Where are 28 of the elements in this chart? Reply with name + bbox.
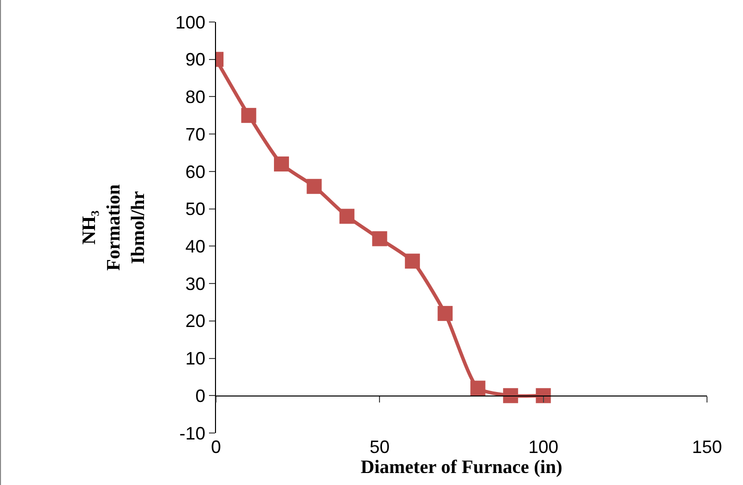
point [372, 231, 388, 246]
y-tick-label: 40 [185, 236, 206, 256]
y-tick-label: 100 [175, 12, 206, 32]
x-tick-label: 50 [370, 437, 390, 458]
point [339, 208, 354, 224]
y-tick-label: 10 [185, 348, 206, 369]
y-tick-label: 0 [195, 386, 206, 406]
x-tick-label: 0 [210, 437, 222, 458]
y-tick-label: 30 [185, 274, 206, 294]
point [503, 388, 518, 404]
point [536, 388, 551, 404]
y-tick-label: 50 [185, 199, 206, 220]
x-tick-label: 150 [692, 437, 722, 458]
y-tick-label: 70 [185, 124, 206, 144]
y-tick-label: 20 [185, 311, 206, 332]
point [404, 254, 420, 269]
point [470, 380, 486, 396]
point [438, 306, 453, 321]
y-tick-label: 90 [185, 50, 206, 70]
point [306, 178, 322, 194]
x-tick-label: 100 [528, 437, 558, 458]
y-tick-label: 80 [185, 87, 206, 108]
x-axis-title: Diameter of Furnace (in) [360, 457, 562, 478]
y-axis-title: NH₃ Formation Ibmol/hr [78, 184, 150, 271]
point [241, 108, 256, 123]
y-tick-label: 60 [185, 162, 206, 182]
y-tick-label: -10 [179, 423, 206, 444]
point [274, 156, 289, 172]
